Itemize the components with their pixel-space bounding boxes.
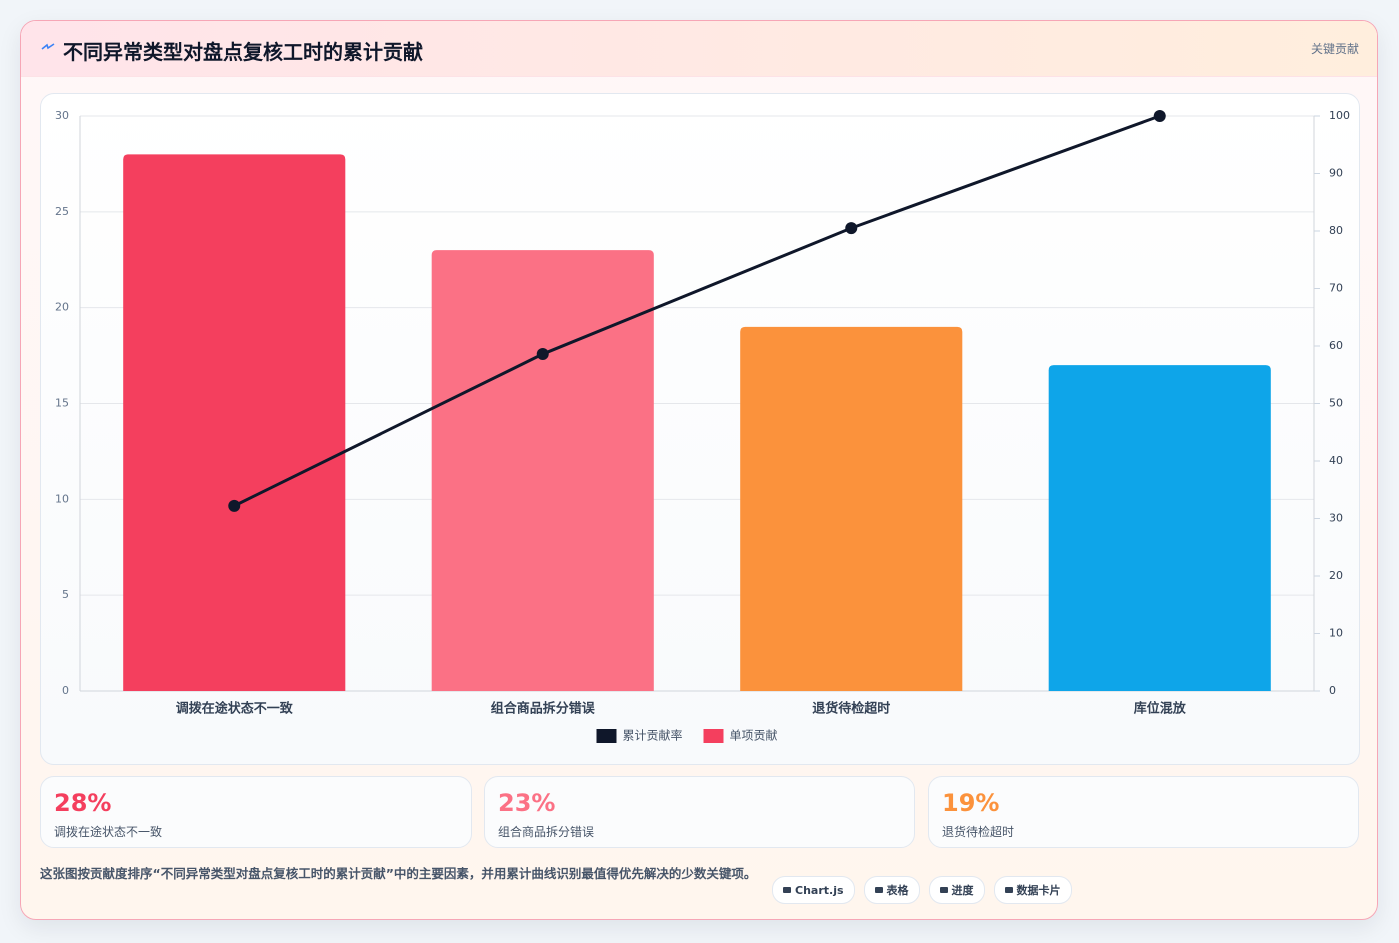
- card: 不同异常类型对盘点复核工时的累计贡献 关键贡献 0 5 10 15 20 25 30 0 10 2…: [20, 20, 1378, 920]
- chip: 数据卡片: [993, 876, 1072, 904]
- legend-swatch: [703, 729, 724, 743]
- legend-label: 累计贡献率: [623, 728, 683, 743]
- x-tick-label: 库位混放: [1134, 701, 1187, 717]
- bar: [431, 250, 654, 691]
- x-tick-label: 退货待检超时: [812, 701, 890, 717]
- stat-label: 退货待检超时: [942, 825, 1015, 839]
- note: 这张图按贡献度排序“不同异常类型对盘点复核工时的累计贡献”中的主要因素，并用累计…: [40, 866, 757, 881]
- y-tick-label: 30: [55, 109, 69, 122]
- chip-label: 数据卡片: [1016, 884, 1061, 897]
- line-point: [228, 499, 241, 512]
- chart-panel: 0 5 10 15 20 25 30 0 10 20 30 40 50 60 70 80 90 100 调拨在途状态…: [40, 93, 1360, 765]
- legend-label: 单项贡献: [730, 728, 778, 743]
- y2-tick-label: 40: [1329, 454, 1343, 467]
- x-tick-label: 组合商品拆分错误: [491, 701, 596, 717]
- chip-label: 进度: [951, 884, 974, 897]
- line-point: [1153, 110, 1166, 122]
- stat-value: 23%: [498, 789, 556, 817]
- y-tick-label: 20: [55, 301, 69, 314]
- line: [233, 114, 1161, 508]
- y2-tick-label: 90: [1329, 167, 1343, 180]
- bar: [740, 326, 963, 691]
- card-header: 不同异常类型对盘点复核工时的累计贡献 关键贡献: [21, 21, 1377, 77]
- stat-card: 19% 退货待检超时: [928, 776, 1359, 848]
- stat-label: 调拨在途状态不一致: [54, 825, 163, 839]
- y-tick-label: 25: [55, 205, 69, 218]
- line-point: [536, 348, 549, 361]
- chip-label: 表格: [886, 884, 909, 897]
- y-tick-label: 10: [55, 492, 69, 505]
- badge: 关键贡献: [1310, 42, 1359, 56]
- header-icon: [41, 43, 55, 50]
- y2-tick-label: 100: [1329, 109, 1350, 122]
- chip-icon: [1004, 887, 1013, 893]
- stat-value: 19%: [942, 789, 1000, 817]
- stat-card: 28% 调拨在途状态不一致: [40, 776, 472, 848]
- y-tick-label: 15: [55, 397, 69, 410]
- y2-tick-label: 20: [1329, 569, 1343, 582]
- bar: [1048, 365, 1271, 691]
- stat-value: 28%: [54, 789, 112, 817]
- y2-tick-label: 30: [1329, 512, 1343, 525]
- chip: Chart.js: [772, 876, 855, 904]
- chip-icon: [874, 887, 883, 893]
- x-tick-label: 调拨在途状态不一致: [176, 701, 294, 717]
- bar: [123, 154, 346, 692]
- chip-icon: [783, 887, 791, 893]
- chip: 进度: [928, 876, 985, 904]
- y-tick-label: 0: [62, 684, 69, 697]
- y2-tick-label: 60: [1329, 339, 1343, 352]
- y2-tick-label: 0: [1329, 684, 1336, 697]
- chip-icon: [939, 887, 948, 893]
- chart: 0 5 10 15 20 25 30 0 10 20 30 40 50 60 70 80 90 100 调拨在途状态…: [55, 109, 1350, 743]
- y2-tick-label: 70: [1329, 282, 1343, 295]
- legend-swatch: [596, 729, 617, 743]
- chip-label: Chart.js: [795, 883, 844, 897]
- stat-card: 23% 组合商品拆分错误: [484, 776, 915, 848]
- line-point: [845, 222, 858, 235]
- y2-tick-label: 80: [1329, 224, 1343, 237]
- title: 不同异常类型对盘点复核工时的累计贡献: [63, 40, 423, 64]
- y2-tick-label: 50: [1329, 397, 1343, 410]
- chips: Chart.js 表格 进度 数据卡片: [772, 876, 1072, 904]
- y-tick-label: 5: [62, 588, 69, 601]
- chip: 表格: [863, 876, 920, 904]
- stat-label: 组合商品拆分错误: [498, 825, 595, 839]
- y2-tick-label: 10: [1329, 627, 1343, 640]
